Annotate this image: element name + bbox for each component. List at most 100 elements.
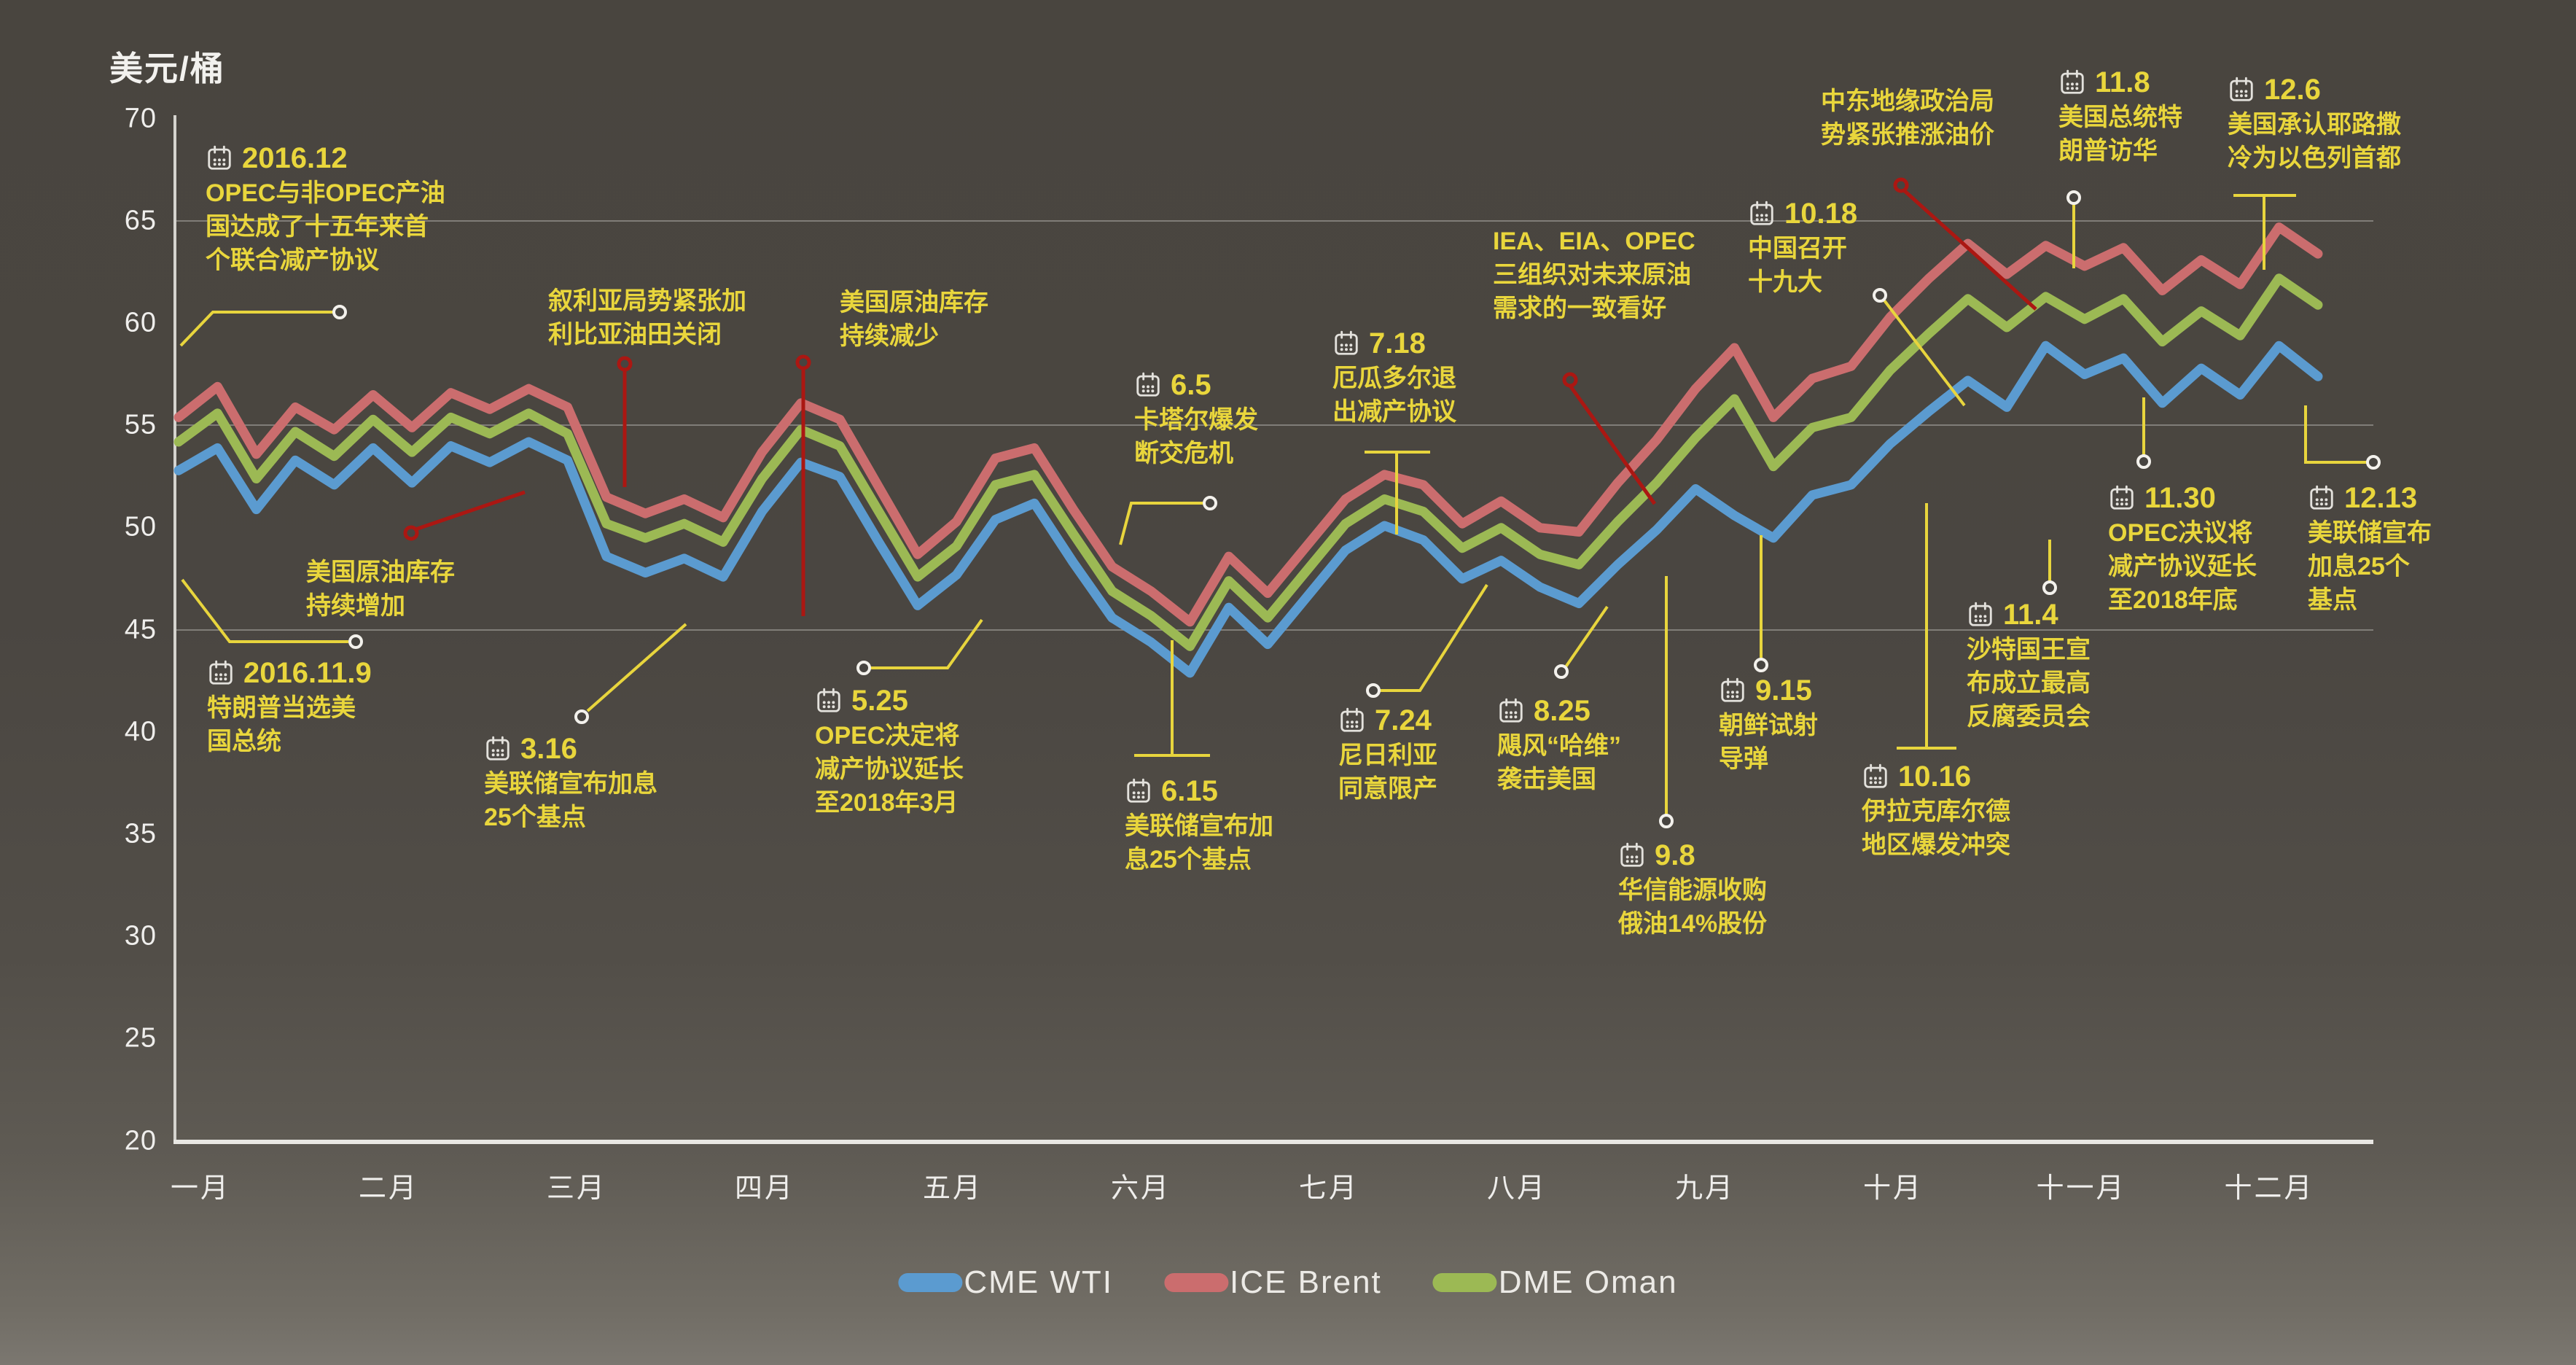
series-line-cme-wti bbox=[173, 341, 2323, 678]
calendar-icon bbox=[208, 145, 231, 170]
x-tick-apr: 四月 bbox=[734, 1173, 795, 1204]
annotation-12-13: 12.13 美联储宣布 加息25个 基点 bbox=[2308, 480, 2432, 617]
annotation-8-25: 8.25 飓风“哈维” 袭击美国 bbox=[1497, 693, 1621, 796]
x-tick-jan: 一月 bbox=[170, 1173, 231, 1204]
calendar-icon bbox=[2110, 485, 2134, 510]
x-tick-jul: 七月 bbox=[1298, 1173, 1359, 1204]
legend-item-dme-oman: DME Oman bbox=[1432, 1264, 1678, 1301]
annotation-date-text: 7.18 bbox=[1369, 327, 1426, 359]
y-tick-65: 65 bbox=[124, 205, 157, 236]
annotation-date: 8.25 bbox=[1497, 693, 1621, 729]
annotation-date: 11.8 bbox=[2058, 64, 2182, 101]
annotation-date: 7.24 bbox=[1338, 702, 1437, 739]
axes bbox=[173, 115, 2373, 1144]
x-tick-feb: 二月 bbox=[358, 1173, 419, 1204]
annotation-date-text: 2016.11.9 bbox=[243, 657, 372, 689]
annotation-text: 厄瓜多尔退 出减产协议 bbox=[1332, 365, 1456, 426]
annotation-12-6: 12.6 美国承认耶路撒 冷为以色列首都 bbox=[2228, 71, 2401, 175]
annotation-date: 9.15 bbox=[1719, 672, 1818, 709]
annotation-text: 美国原油库存 持续减少 bbox=[840, 289, 988, 350]
annotation-text: 朝鲜试射 导弹 bbox=[1719, 712, 1818, 773]
calendar-icon bbox=[1499, 698, 1523, 723]
ice-brent-label: ICE Brent bbox=[1230, 1264, 1382, 1300]
x-tick-dec: 十二月 bbox=[2224, 1173, 2314, 1204]
calendar-icon bbox=[486, 736, 510, 761]
y-tick-20: 20 bbox=[124, 1125, 157, 1156]
calendar-icon bbox=[1335, 330, 1358, 355]
calendar-icon bbox=[1721, 677, 1744, 702]
annotation-text: 华信能源收购 俄油14%股份 bbox=[1618, 876, 1768, 938]
annotation-date-text: 11.30 bbox=[2144, 482, 2216, 514]
annotation-date-text: 7.24 bbox=[1375, 704, 1432, 736]
x-tick-aug: 八月 bbox=[1486, 1173, 1547, 1204]
annotation-text: 美国总统特 朗普访华 bbox=[2058, 104, 2182, 165]
leader-dots-white bbox=[332, 190, 2381, 828]
annotation-text: 美联储宣布 加息25个 基点 bbox=[2308, 519, 2432, 614]
annotation-text: 美国原油库存 持续增加 bbox=[306, 559, 455, 620]
annotation-date-text: 2016.12 bbox=[242, 142, 348, 174]
legend: CME WTI ICE Brent DME Oman bbox=[898, 1264, 1677, 1301]
y-tick-35: 35 bbox=[124, 818, 157, 849]
x-tick-sep: 九月 bbox=[1674, 1173, 1736, 1204]
calendar-icon bbox=[1127, 778, 1150, 803]
x-tick-nov: 十一月 bbox=[2036, 1173, 2126, 1204]
annotation-text: 飓风“哈维” 袭击美国 bbox=[1497, 732, 1621, 793]
annotation-2016-12: 2016.12 OPEC与非OPEC产油 国达成了十五年来首 个联合减产协议 bbox=[206, 140, 445, 277]
series-line-dme-oman bbox=[173, 273, 2323, 651]
annotation-text: 美国承认耶路撒 冷为以色列首都 bbox=[2228, 111, 2401, 172]
legend-item-cme-wti: CME WTI bbox=[898, 1264, 1113, 1301]
annotation-7-18: 7.18 厄瓜多尔退 出减产协议 bbox=[1332, 325, 1456, 429]
calendar-icon bbox=[2061, 69, 2084, 94]
page-title: 美元/桶 bbox=[109, 50, 225, 88]
annotation-9-8: 9.8 华信能源收购 俄油14%股份 bbox=[1618, 837, 1767, 941]
calendar-icon bbox=[2310, 485, 2333, 510]
annotation-mideast-geopolitics: 中东地缘政治局 势紧张推涨油价 bbox=[1821, 85, 1994, 152]
cme-wti-swatch bbox=[898, 1273, 963, 1292]
annotation-date-text: 11.8 bbox=[2095, 66, 2150, 98]
annotation-6-15: 6.15 美联储宣布加 息25个基点 bbox=[1125, 773, 1273, 876]
annotation-10-18: 10.18 中国召开 十九大 bbox=[1748, 195, 1857, 299]
annotation-text: 伊拉克库尔德 地区爆发冲突 bbox=[1862, 798, 2010, 859]
calendar-icon bbox=[1864, 763, 1887, 788]
ice-brent-swatch bbox=[1164, 1273, 1229, 1292]
leader-dots-red bbox=[403, 177, 1909, 541]
calendar-icon bbox=[817, 688, 840, 712]
annotation-date: 7.18 bbox=[1332, 325, 1456, 362]
annotation-6-5: 6.5 卡塔尔爆发 断交危机 bbox=[1134, 367, 1258, 470]
annotation-9-15: 9.15 朝鲜试射 导弹 bbox=[1719, 672, 1818, 776]
annotation-leaders-red bbox=[415, 189, 2037, 616]
annotation-text: 卡塔尔爆发 断交危机 bbox=[1134, 406, 1258, 467]
annotation-date: 10.18 bbox=[1748, 195, 1857, 232]
annotation-text: 叙利亚局势紧张加 利比亚油田关闭 bbox=[548, 287, 746, 349]
annotation-date: 10.16 bbox=[1862, 758, 2010, 795]
annotation-date: 2016.11.9 bbox=[207, 655, 372, 691]
annotation-date-text: 6.5 bbox=[1171, 369, 1211, 401]
series-line-ice-brent bbox=[173, 222, 2323, 627]
x-tick-may: 五月 bbox=[922, 1173, 983, 1204]
calendar-icon bbox=[1620, 842, 1644, 867]
annotation-text: OPEC决定将 减产协议延长 至2018年3月 bbox=[815, 722, 964, 817]
annotation-leaders-yellow bbox=[179, 194, 2367, 814]
annotation-text: 特朗普当选美 国总统 bbox=[207, 694, 356, 755]
annotation-date-text: 11.4 bbox=[2003, 599, 2058, 631]
annotation-iea-eia-opec: IEA、EIA、OPEC 三组织对未来原油 需求的一致看好 bbox=[1493, 225, 1695, 325]
calendar-icon bbox=[1969, 602, 1992, 626]
annotation-text: 中国召开 十九大 bbox=[1748, 235, 1847, 296]
annotation-date-text: 8.25 bbox=[1534, 695, 1591, 727]
annotation-date: 5.25 bbox=[815, 682, 964, 719]
annotation-11-30: 11.30 OPEC决议将 减产协议延长 至2018年底 bbox=[2108, 480, 2257, 617]
annotation-date-text: 5.25 bbox=[851, 685, 908, 717]
y-tick-25: 25 bbox=[124, 1022, 157, 1054]
annotation-date: 11.4 bbox=[1967, 596, 2091, 633]
y-tick-30: 30 bbox=[124, 920, 157, 952]
annotation-syria-libya: 叙利亚局势紧张加 利比亚油田关闭 bbox=[548, 284, 746, 351]
x-tick-mar: 三月 bbox=[546, 1173, 607, 1204]
series-lines bbox=[173, 222, 2323, 678]
annotation-3-16: 3.16 美联储宣布加息 25个基点 bbox=[484, 731, 657, 834]
annotation-text: OPEC决议将 减产协议延长 至2018年底 bbox=[2108, 519, 2257, 614]
annotation-text: 中东地缘政治局 势紧张推涨油价 bbox=[1821, 88, 1994, 149]
cme-wti-label: CME WTI bbox=[964, 1264, 1114, 1300]
annotation-date: 9.8 bbox=[1618, 837, 1767, 874]
annotation-11-4: 11.4 沙特国王宣 布成立最高 反腐委员会 bbox=[1967, 596, 2091, 734]
annotation-date: 12.6 bbox=[2228, 71, 2401, 108]
